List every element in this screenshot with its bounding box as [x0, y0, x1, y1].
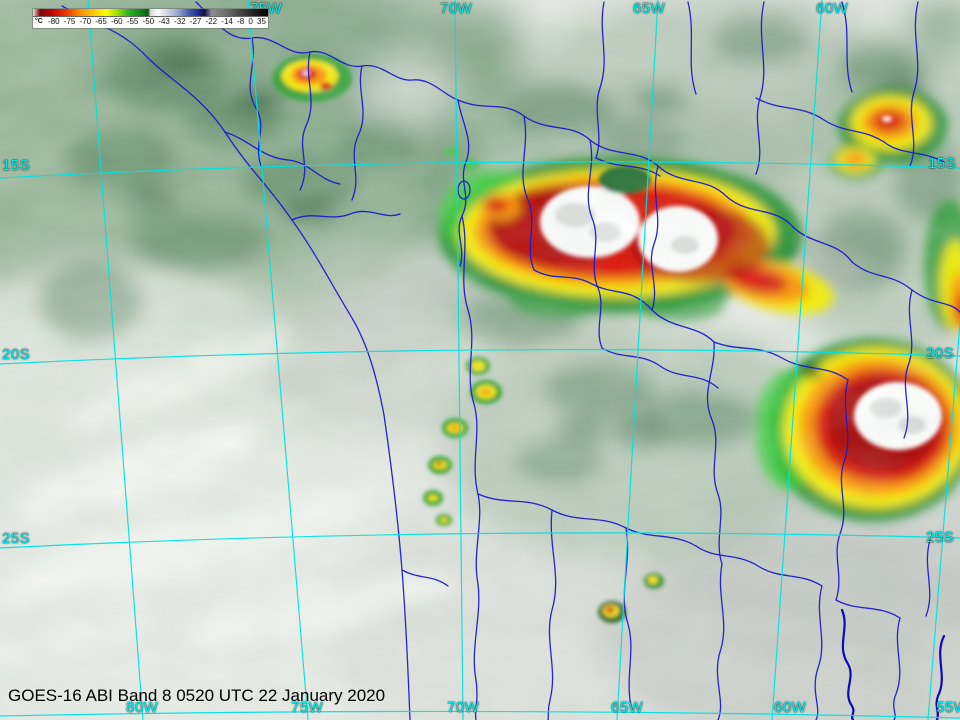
colorbar-tick: -14: [221, 17, 233, 26]
colorbar-tick: -50: [142, 17, 155, 26]
colorbar-tick: -80: [48, 17, 60, 26]
image-caption: GOES-16 ABI Band 8 0520 UTC 22 January 2…: [8, 686, 386, 705]
grid-label-bottom: 65W: [611, 699, 644, 716]
colorbar-gradient: [33, 9, 268, 17]
grid-label-bottom: 70W: [447, 699, 480, 716]
grid-label-bottom: 80W: [126, 699, 159, 716]
grid-label-top: 70W: [440, 0, 473, 17]
grid-label-bottom: 75W: [291, 699, 324, 716]
grid-label-right: 20S: [926, 345, 955, 362]
colorbar-tick: -32: [174, 17, 186, 26]
colorbar-tick: -60: [111, 17, 123, 26]
colorbar-ticks: °C -80 -75 -70 -65 -60 -55 -50 -43 -32 -27 -22 -14-…: [33, 17, 268, 27]
colorbar-tick: -43: [158, 17, 170, 26]
temperature-colorbar: °C -80 -75 -70 -65 -60 -55 -50 -43 -32 -27 -22 -14-…: [33, 9, 268, 28]
colorbar-tick: -8: [237, 17, 245, 26]
grid-label-left: 20S: [2, 346, 31, 363]
grid-label-left: 15S: [2, 157, 31, 174]
colorbar-tick: 0: [248, 17, 253, 26]
colorbar-tick: -75: [63, 17, 76, 26]
colorbar-tick: -55: [126, 17, 139, 26]
grid-label-right: 15S: [928, 155, 957, 172]
colorbar-tick: -27: [189, 17, 202, 26]
borders-layer: [61, 1, 960, 720]
colorbar-unit-label: °C: [35, 18, 43, 25]
grid-label-left: 25S: [2, 530, 31, 547]
grid-label-bottom: 55W: [936, 699, 960, 716]
rivers-layer: [840, 608, 946, 720]
grid-label-top: 60W: [816, 0, 849, 17]
grid-label-top: 65W: [633, 0, 666, 17]
colorbar-tick: 35: [257, 17, 266, 26]
colorbar-tick: -22: [205, 17, 218, 26]
grid-label-right: 25S: [926, 529, 955, 546]
colorbar-tick: -70: [79, 17, 92, 26]
colorbar-tick: -65: [95, 17, 107, 26]
grid-label-bottom: 60W: [774, 699, 807, 716]
